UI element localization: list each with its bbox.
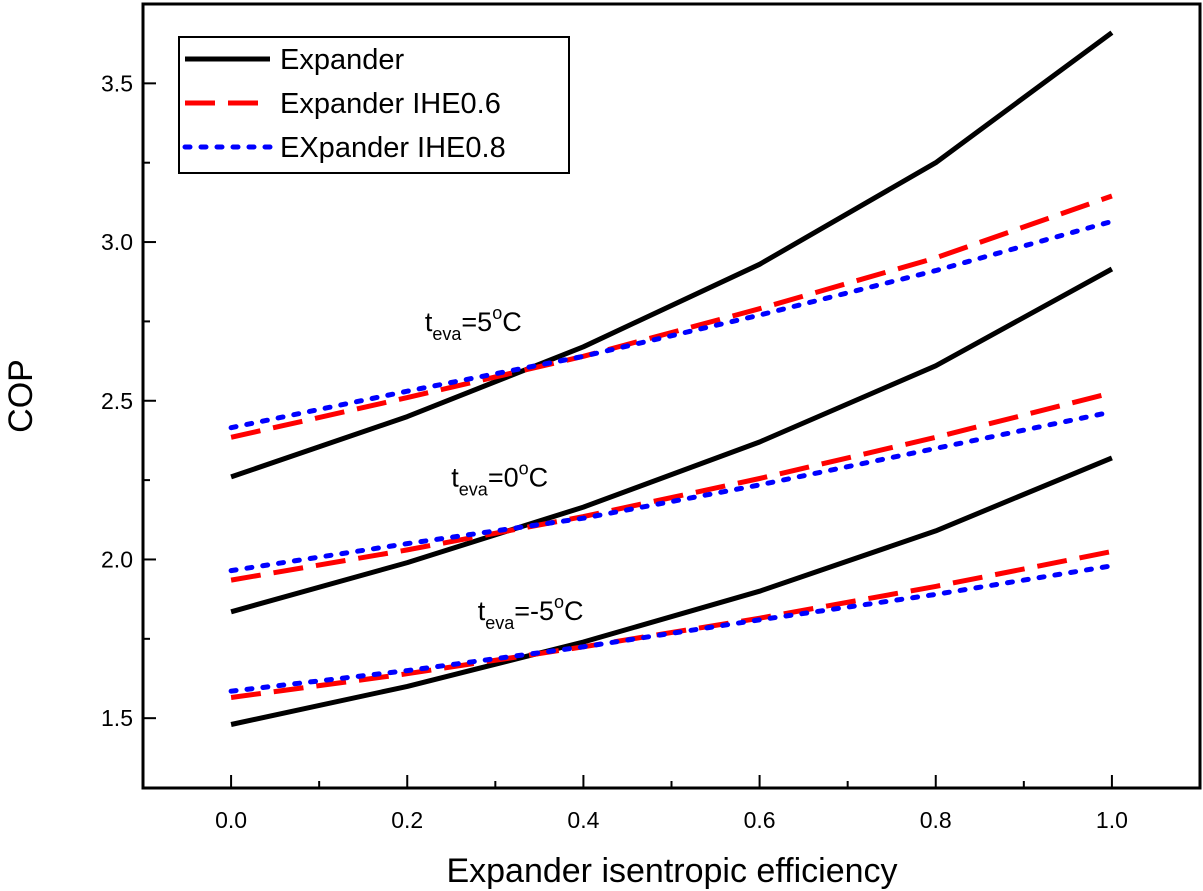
- series-line-7: [230, 549, 1113, 700]
- x-tick-label: 0.8: [920, 807, 952, 833]
- legend-label-0: Expander: [280, 44, 404, 76]
- y-axis-title: COP: [2, 359, 40, 433]
- series-line-0: [230, 30, 1114, 480]
- x-tick-label: 0.2: [391, 807, 423, 833]
- axis-ticks: [143, 3, 1113, 788]
- legend-label-2: EXpander IHE0.8: [280, 132, 506, 164]
- curve-annotation-0: teva=5oC: [425, 303, 522, 344]
- x-tick-label: 1.0: [1096, 807, 1128, 833]
- series-line-8: [228, 563, 1115, 694]
- x-axis-title: Expander isentropic efficiency: [446, 852, 897, 890]
- x-tick-label: 0.4: [567, 807, 599, 833]
- curve-annotations: teva=5oC teva=0oC teva=-5oC: [425, 303, 584, 633]
- series-line-1: [230, 193, 1113, 440]
- series-line-3: [230, 266, 1114, 615]
- y-tick-label: 3.5: [101, 70, 133, 96]
- x-tick-label: 0.0: [215, 807, 247, 833]
- y-tick-label: 2.0: [101, 546, 133, 572]
- curve-annotation-1: teva=0oC: [451, 458, 548, 499]
- x-tick-label: 0.6: [744, 807, 776, 833]
- series-line-2: [228, 218, 1115, 431]
- legend-label-1: Expander IHE0.6: [280, 88, 501, 120]
- tick-labels: 0.0 0.2 0.4 0.6 0.8 1.0 1.5 2.0 2.5 3.0 3.5: [101, 70, 1128, 833]
- y-tick-label: 3.0: [101, 229, 133, 255]
- y-tick-label: 2.5: [101, 388, 133, 414]
- series-line-6: [230, 455, 1113, 727]
- series-line-5: [228, 409, 1115, 574]
- series-line-4: [230, 390, 1113, 583]
- plot-lines: [228, 30, 1115, 727]
- curve-annotation-2: teva=-5oC: [478, 592, 584, 633]
- y-tick-label: 1.5: [101, 705, 133, 731]
- legend: Expander Expander IHE0.6 EXpander IHE0.8: [178, 36, 570, 174]
